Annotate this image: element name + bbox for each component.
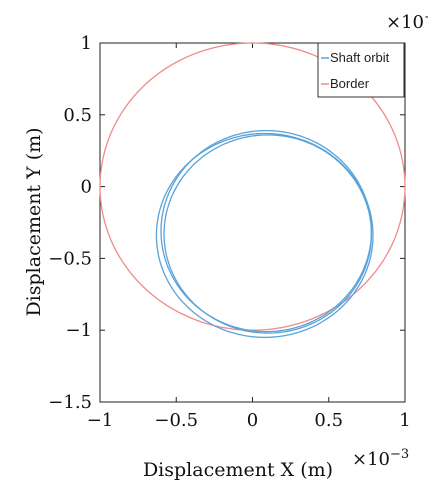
y-tick-label: 1: [81, 33, 92, 54]
y-tick-label: −1: [65, 320, 92, 341]
legend: Shaft orbit Border: [317, 42, 405, 98]
y-tick-label: 0.5: [63, 105, 92, 126]
shaft-orbit-loop: [163, 134, 373, 334]
y-tick-label: 0: [81, 177, 92, 198]
legend-label-shaft-orbit: Shaft orbit: [330, 50, 390, 65]
y-tick-label: −0.5: [48, 248, 92, 269]
x-axis-label: Displacement X (m): [143, 459, 333, 481]
y-axis-label: Displacement Y (m): [23, 127, 45, 316]
x-tick-label: −1: [87, 410, 114, 431]
shaft-orbit-loop: [160, 129, 373, 333]
legend-box: [317, 42, 405, 98]
y-exponent-label: ×10−3: [386, 10, 428, 33]
x-tick-label: 0.5: [314, 410, 343, 431]
legend-label-border: Border: [330, 76, 370, 91]
x-tick-label: 1: [399, 410, 410, 431]
y-tick-label: −1.5: [48, 392, 92, 413]
x-tick-label: −0.5: [154, 410, 198, 431]
x-tick-label: 0: [247, 410, 258, 431]
x-exponent-label: ×10−3: [352, 447, 409, 470]
